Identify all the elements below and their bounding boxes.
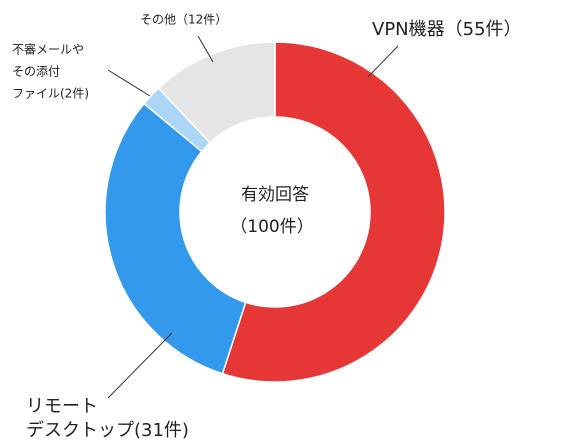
center-label: 有効回答 [241, 185, 309, 205]
slice-label: その添付 [12, 65, 60, 79]
leader-line [197, 35, 214, 63]
slice-label: その他（12件） [140, 13, 227, 27]
donut-slice [221, 41, 446, 383]
donut-slice [157, 41, 276, 144]
slices [104, 41, 446, 383]
slice-label: 不審メールや [12, 42, 84, 57]
leader-line [107, 332, 173, 399]
slice-label: デスクトップ(31件) [26, 420, 189, 441]
leader-line [107, 69, 151, 97]
slice-label: リモート [26, 396, 98, 417]
slice-label: VPN機器（55件） [372, 19, 522, 40]
slice-label: ファイル(2件) [12, 87, 89, 101]
leader-line [367, 45, 399, 78]
center-label: （100件） [230, 217, 313, 237]
donut-slice [104, 102, 247, 375]
